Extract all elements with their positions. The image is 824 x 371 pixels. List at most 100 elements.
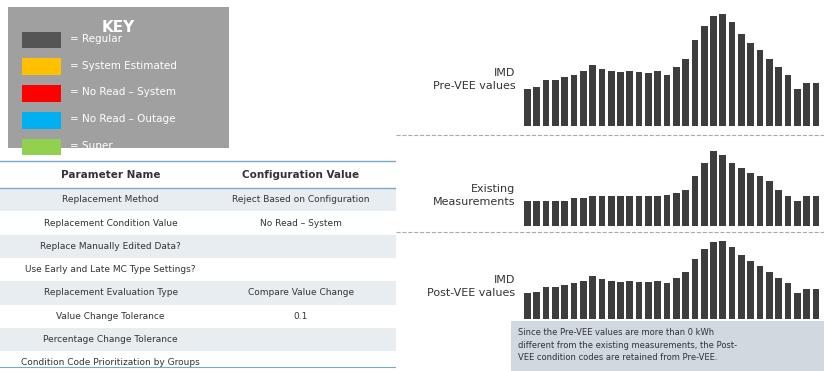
FancyBboxPatch shape — [794, 89, 801, 126]
FancyBboxPatch shape — [766, 59, 773, 126]
FancyBboxPatch shape — [543, 80, 550, 126]
FancyBboxPatch shape — [524, 201, 531, 226]
FancyBboxPatch shape — [21, 32, 61, 48]
Text: Replace Manually Edited Data?: Replace Manually Edited Data? — [40, 242, 181, 251]
FancyBboxPatch shape — [570, 283, 578, 319]
Text: Parameter Name: Parameter Name — [61, 170, 161, 180]
FancyBboxPatch shape — [617, 72, 624, 126]
Text: = Super: = Super — [70, 141, 113, 151]
FancyBboxPatch shape — [784, 196, 791, 226]
FancyBboxPatch shape — [803, 196, 810, 226]
FancyBboxPatch shape — [719, 155, 726, 226]
FancyBboxPatch shape — [511, 321, 824, 371]
Text: Existing
Measurements: Existing Measurements — [433, 184, 516, 207]
Text: Condition Code Prioritization by Groups: Condition Code Prioritization by Groups — [21, 358, 200, 367]
FancyBboxPatch shape — [710, 151, 717, 226]
FancyBboxPatch shape — [719, 240, 726, 319]
Text: KEY: KEY — [102, 20, 135, 35]
FancyBboxPatch shape — [598, 69, 605, 126]
Text: = Regular: = Regular — [70, 34, 123, 44]
FancyBboxPatch shape — [719, 13, 726, 126]
Text: Value Change Tolerance: Value Change Tolerance — [57, 312, 165, 321]
FancyBboxPatch shape — [21, 112, 61, 128]
FancyBboxPatch shape — [654, 71, 661, 126]
FancyBboxPatch shape — [682, 190, 689, 226]
FancyBboxPatch shape — [561, 285, 568, 319]
FancyBboxPatch shape — [682, 272, 689, 319]
FancyBboxPatch shape — [608, 71, 615, 126]
FancyBboxPatch shape — [598, 279, 605, 319]
FancyBboxPatch shape — [0, 328, 396, 351]
FancyBboxPatch shape — [747, 43, 754, 126]
FancyBboxPatch shape — [543, 287, 550, 319]
FancyBboxPatch shape — [803, 83, 810, 126]
FancyBboxPatch shape — [691, 176, 698, 226]
Text: IMD
Post-VEE values: IMD Post-VEE values — [428, 275, 516, 298]
FancyBboxPatch shape — [756, 266, 763, 319]
FancyBboxPatch shape — [728, 246, 736, 319]
FancyBboxPatch shape — [691, 40, 698, 126]
FancyBboxPatch shape — [756, 50, 763, 126]
FancyBboxPatch shape — [710, 16, 717, 126]
FancyBboxPatch shape — [636, 282, 643, 319]
Text: = No Read – System: = No Read – System — [70, 88, 176, 97]
FancyBboxPatch shape — [756, 176, 763, 226]
FancyBboxPatch shape — [701, 163, 708, 226]
FancyBboxPatch shape — [645, 282, 652, 319]
FancyBboxPatch shape — [626, 280, 633, 319]
FancyBboxPatch shape — [608, 196, 615, 226]
FancyBboxPatch shape — [645, 73, 652, 126]
FancyBboxPatch shape — [812, 289, 819, 319]
FancyBboxPatch shape — [673, 68, 680, 126]
FancyBboxPatch shape — [589, 196, 596, 226]
FancyBboxPatch shape — [552, 201, 559, 226]
FancyBboxPatch shape — [589, 65, 596, 126]
FancyBboxPatch shape — [812, 196, 819, 226]
FancyBboxPatch shape — [738, 168, 745, 226]
FancyBboxPatch shape — [21, 138, 61, 155]
FancyBboxPatch shape — [21, 85, 61, 102]
FancyBboxPatch shape — [691, 259, 698, 319]
FancyBboxPatch shape — [533, 87, 540, 126]
Text: Replacement Evaluation Type: Replacement Evaluation Type — [44, 288, 178, 298]
FancyBboxPatch shape — [561, 201, 568, 226]
FancyBboxPatch shape — [552, 80, 559, 126]
FancyBboxPatch shape — [728, 22, 736, 126]
FancyBboxPatch shape — [738, 34, 745, 126]
FancyBboxPatch shape — [747, 261, 754, 319]
FancyBboxPatch shape — [784, 283, 791, 319]
FancyBboxPatch shape — [533, 292, 540, 319]
FancyBboxPatch shape — [580, 71, 587, 126]
Text: = System Estimated: = System Estimated — [70, 61, 177, 70]
FancyBboxPatch shape — [580, 280, 587, 319]
Text: = No Read – Outage: = No Read – Outage — [70, 114, 176, 124]
FancyBboxPatch shape — [533, 201, 540, 226]
Text: IMD
Pre-VEE values: IMD Pre-VEE values — [433, 68, 516, 91]
FancyBboxPatch shape — [766, 272, 773, 319]
FancyBboxPatch shape — [598, 196, 605, 226]
FancyBboxPatch shape — [589, 276, 596, 319]
FancyBboxPatch shape — [570, 198, 578, 226]
FancyBboxPatch shape — [812, 83, 819, 126]
FancyBboxPatch shape — [524, 293, 531, 319]
FancyBboxPatch shape — [636, 72, 643, 126]
FancyBboxPatch shape — [803, 289, 810, 319]
FancyBboxPatch shape — [775, 278, 782, 319]
FancyBboxPatch shape — [728, 163, 736, 226]
FancyBboxPatch shape — [543, 201, 550, 226]
FancyBboxPatch shape — [524, 89, 531, 126]
FancyBboxPatch shape — [794, 201, 801, 226]
FancyBboxPatch shape — [710, 242, 717, 319]
FancyBboxPatch shape — [645, 196, 652, 226]
FancyBboxPatch shape — [654, 280, 661, 319]
FancyBboxPatch shape — [0, 235, 396, 258]
Text: Percentage Change Tolerance: Percentage Change Tolerance — [44, 335, 178, 344]
Text: Since the Pre-VEE values are more than 0 kWh
different from the existing measure: Since the Pre-VEE values are more than 0… — [517, 328, 737, 362]
FancyBboxPatch shape — [701, 26, 708, 126]
FancyBboxPatch shape — [663, 283, 671, 319]
Text: Configuration Value: Configuration Value — [242, 170, 359, 180]
Text: Replacement Method: Replacement Method — [63, 195, 159, 204]
FancyBboxPatch shape — [0, 188, 396, 211]
FancyBboxPatch shape — [561, 77, 568, 126]
FancyBboxPatch shape — [636, 196, 643, 226]
